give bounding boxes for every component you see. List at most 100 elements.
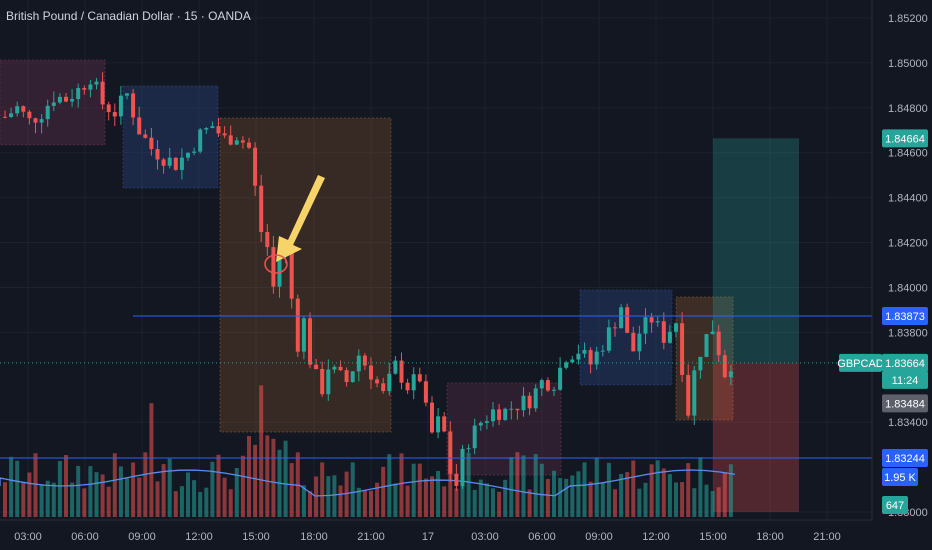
stop-price-tag: 1.83484 — [885, 398, 925, 410]
volume-ma-tag: 1.95 K — [884, 472, 916, 484]
candle-body — [692, 370, 697, 416]
countdown-tag: 11:24 — [892, 375, 919, 387]
volume-bar — [472, 489, 477, 517]
volume-bar — [39, 484, 44, 517]
current-price-tag-bg — [882, 353, 928, 372]
candle-body — [686, 374, 691, 416]
candle-body — [594, 351, 599, 365]
volume-bar — [417, 463, 422, 517]
volume-tag: 647 — [886, 500, 904, 512]
lower-price-tag-bg — [882, 449, 928, 467]
candle-body — [405, 382, 410, 391]
candle-body — [192, 151, 197, 153]
volume-bar — [497, 491, 502, 517]
candle-body — [545, 380, 550, 391]
candle-body — [210, 126, 215, 129]
candle-body — [576, 353, 581, 360]
y-tick-label: 1.84000 — [888, 282, 928, 294]
candle-body — [399, 360, 404, 383]
candle-body — [57, 96, 62, 103]
candle-body — [436, 416, 441, 433]
volume-bar — [131, 462, 136, 517]
volume-bar — [558, 477, 563, 517]
volume-bar — [100, 474, 105, 517]
candle-body — [240, 140, 245, 143]
candle-body — [106, 104, 111, 113]
volume-bar — [106, 486, 111, 517]
volume-bar — [570, 475, 575, 517]
candle-body — [393, 360, 398, 374]
candle-body — [588, 350, 593, 365]
candle-body — [125, 93, 129, 96]
stop-price-tag-bg — [882, 394, 928, 413]
candle-body — [338, 366, 343, 371]
volume-bar — [228, 489, 233, 517]
candle-body — [100, 81, 105, 105]
candle-body — [570, 359, 575, 363]
candle-body — [179, 157, 184, 170]
candle-body — [332, 366, 337, 370]
volume-bar — [631, 460, 636, 517]
candle-body — [155, 149, 160, 160]
candle-body — [3, 116, 7, 118]
volume-bar — [606, 462, 611, 517]
highlight-circle — [264, 254, 288, 274]
volume-bar — [21, 482, 26, 517]
volume-bar — [533, 454, 538, 517]
volume-bar — [411, 463, 416, 517]
volume-bars — [0, 385, 736, 517]
candle-body — [143, 134, 148, 138]
x-tick-label: 15:00 — [242, 531, 270, 543]
candle-body — [301, 318, 306, 352]
volume-bar — [82, 488, 87, 517]
candle-body — [460, 448, 465, 486]
candle-body — [637, 333, 642, 352]
candle-body — [600, 350, 605, 352]
candle-body — [625, 307, 630, 333]
volume-tag-bg — [882, 496, 908, 514]
volume-bar — [448, 455, 453, 517]
hline-price-tag-bg — [882, 306, 928, 325]
volume-bar — [155, 481, 160, 517]
candle-body — [613, 327, 617, 329]
candle-body — [314, 364, 319, 370]
stop-zone — [713, 362, 799, 512]
volume-bar — [149, 403, 154, 517]
volume-bar — [600, 483, 605, 517]
volume-bar — [545, 478, 550, 517]
x-tick-label: 18:00 — [756, 531, 784, 543]
volume-bar — [332, 475, 337, 517]
volume-bar — [698, 457, 703, 517]
candle-body — [411, 374, 416, 391]
candles — [3, 72, 733, 491]
candle-body — [289, 244, 294, 299]
x-tick-label: 09:00 — [585, 531, 613, 543]
volume-bar — [716, 487, 721, 517]
volume-bar — [161, 464, 166, 517]
candle-body — [88, 84, 93, 90]
volume-bar — [240, 455, 245, 517]
volume-ma-tag-bg — [882, 468, 918, 486]
session-boxes — [0, 59, 799, 512]
candle-body — [484, 421, 489, 423]
volume-bar — [186, 472, 190, 517]
volume-bar — [118, 466, 123, 517]
candle-body — [521, 395, 526, 411]
volume-bar — [552, 470, 556, 517]
candle-body — [667, 331, 672, 343]
volume-bar — [521, 455, 526, 517]
volume-bar — [137, 477, 142, 517]
volume-bar — [265, 435, 270, 517]
volume-bar — [564, 478, 569, 517]
target-zone — [713, 138, 799, 363]
x-tick-label: 06:00 — [528, 531, 556, 543]
candle-body — [70, 99, 75, 102]
volume-bar — [15, 460, 20, 517]
y-tick-label: 1.85000 — [888, 58, 928, 70]
volume-bar — [338, 485, 343, 517]
volume-bar — [649, 464, 654, 517]
x-tick-label: 09:00 — [128, 531, 156, 543]
volume-bar — [350, 462, 355, 517]
candle-body — [533, 388, 538, 409]
